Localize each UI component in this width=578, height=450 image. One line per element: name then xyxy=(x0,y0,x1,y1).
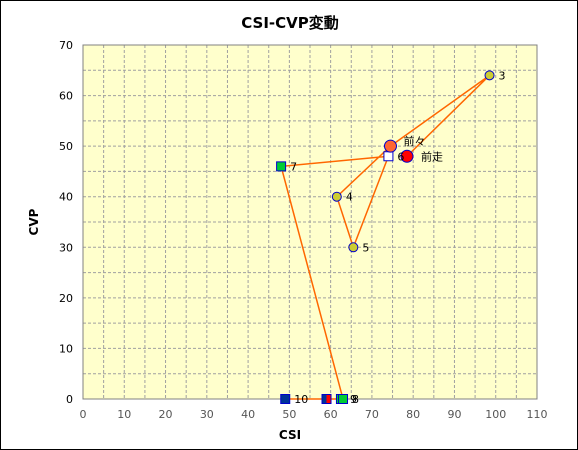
point-label: 4 xyxy=(346,191,353,204)
x-tick-label: 50 xyxy=(282,408,296,421)
point-label: 5 xyxy=(362,241,369,254)
data-point xyxy=(276,161,287,172)
point-label: 前走 xyxy=(421,149,443,163)
data-point xyxy=(331,191,342,202)
x-tick-label: 90 xyxy=(447,408,461,421)
x-tick-label: 0 xyxy=(80,408,87,421)
x-tick-label: 60 xyxy=(324,408,338,421)
data-point xyxy=(348,242,359,253)
x-tick-label: 40 xyxy=(241,408,255,421)
data-point xyxy=(484,70,495,81)
point-label: 前々 xyxy=(403,134,425,148)
y-tick-label: 0 xyxy=(66,393,73,406)
point-label: 8 xyxy=(352,393,359,406)
x-axis-label: CSI xyxy=(279,428,301,442)
chart-title: CSI-CVP変動 xyxy=(241,14,339,32)
data-point xyxy=(383,139,397,153)
x-tick-label: 100 xyxy=(485,408,506,421)
y-tick-label: 30 xyxy=(59,241,73,254)
y-tick-label: 70 xyxy=(59,39,73,52)
x-tick-label: 30 xyxy=(200,408,214,421)
x-tick-label: 110 xyxy=(527,408,548,421)
data-point xyxy=(338,394,349,404)
y-tick-label: 50 xyxy=(59,140,73,153)
data-point xyxy=(383,151,394,162)
y-tick-label: 60 xyxy=(59,90,73,103)
x-tick-label: 70 xyxy=(365,408,379,421)
y-tick-label: 10 xyxy=(59,342,73,355)
y-tick-label: 40 xyxy=(59,191,73,204)
data-point xyxy=(280,394,291,404)
plot-layer: 0 10 20 30 40 50 60 70 80 90 100 110 0 10 20 30 40 50 60 70… xyxy=(59,39,548,421)
point-label: 3 xyxy=(499,69,506,82)
data-point xyxy=(321,394,332,404)
y-axis-label: CVP xyxy=(27,208,41,235)
point-label: 6 xyxy=(397,150,404,163)
point-label: 10 xyxy=(294,393,308,406)
x-tick-label: 20 xyxy=(159,408,173,421)
x-tick-label: 80 xyxy=(406,408,420,421)
x-tick-label: 10 xyxy=(117,408,131,421)
point-label: 9 xyxy=(350,393,357,406)
data-point xyxy=(400,149,414,163)
point-label: 7 xyxy=(290,160,297,173)
y-tick-label: 20 xyxy=(59,292,73,305)
